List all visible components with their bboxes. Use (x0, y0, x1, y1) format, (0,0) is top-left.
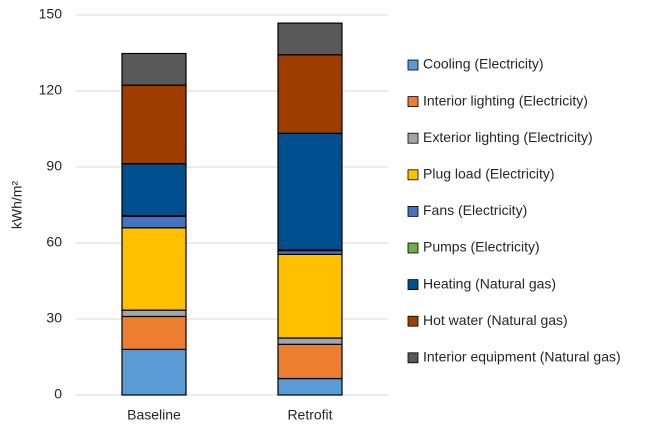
legend-swatch (407, 96, 419, 107)
legend-label: Cooling (Electricity) (423, 56, 544, 72)
bar-segment (277, 343, 343, 380)
y-tick-label: 150 (39, 6, 63, 22)
bar-segment (121, 215, 187, 229)
bar-segment (121, 84, 187, 165)
bar-segment (277, 22, 343, 56)
legend-swatch (407, 59, 419, 71)
bar-segment (277, 132, 343, 251)
y-axis-label: kWh/m² (9, 181, 25, 230)
legend-swatch (407, 169, 419, 181)
bar-segment (121, 348, 187, 396)
bar-segment (277, 337, 343, 345)
legend-label: Hot water (Natural gas) (423, 312, 568, 328)
legend-swatch (407, 315, 419, 327)
legend-label: Pumps (Electricity) (423, 239, 540, 255)
y-tick-label: 90 (46, 158, 62, 174)
legend-label: Fans (Electricity) (423, 202, 527, 218)
legend-swatch (407, 352, 419, 364)
legend-swatch (407, 279, 419, 291)
legend-swatch (407, 205, 419, 217)
bar-segment (121, 52, 187, 86)
y-tick-label: 60 (46, 234, 62, 250)
bar-segment (121, 315, 187, 351)
legend-label: Heating (Natural gas) (423, 275, 556, 291)
bar-segment (121, 163, 187, 217)
y-tick-label: 30 (46, 310, 62, 326)
legend-swatch (407, 242, 419, 254)
bar-segment (277, 253, 343, 339)
x-tick-label: Retrofit (287, 407, 332, 423)
bar-segment (121, 227, 187, 311)
bar-segment (277, 54, 343, 134)
bar-segment (277, 377, 343, 396)
legend-swatch (407, 132, 419, 144)
legend-label: Plug load (Electricity) (423, 166, 555, 182)
legend-label: Interior equipment (Natural gas) (423, 349, 621, 365)
y-tick-label: 0 (54, 386, 62, 402)
y-tick-label: 120 (39, 82, 63, 98)
legend-label: Interior lighting (Electricity) (423, 92, 588, 108)
bar-segment (121, 309, 187, 318)
x-tick-label: Baseline (127, 407, 181, 423)
legend-label: Exterior lighting (Electricity) (423, 129, 593, 145)
